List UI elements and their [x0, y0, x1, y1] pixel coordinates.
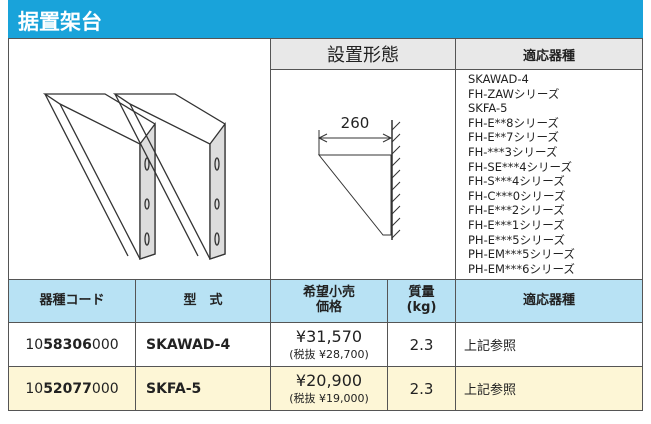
price: ¥31,570	[295, 327, 363, 346]
price-cell: ¥20,900 (税抜 ¥19,000)	[270, 366, 388, 411]
dimension-label: 260	[341, 114, 370, 132]
table-header: 希望小売 価格	[270, 279, 388, 323]
model-item: FH-SE***4シリーズ	[468, 159, 572, 174]
weight-cell: 2.3	[387, 322, 456, 367]
model-item: PH-E***5シリーズ	[468, 232, 565, 247]
price: ¥20,900	[295, 371, 363, 390]
code-main: 58306	[43, 336, 92, 353]
models-cell: SKAWAD-4 FH-ZAWシリーズ SKFA-5 FH-E**8シリーズ FH-E*…	[455, 69, 643, 280]
model-item: FH-***3シリーズ	[468, 144, 558, 159]
code-cell: 10 52077 000	[8, 366, 136, 411]
model-item: FH-C***0シリーズ	[468, 188, 566, 203]
table-header: 質量 (kg)	[387, 279, 456, 323]
models-cell: 上記参照	[455, 322, 643, 367]
model-item: PH-EM***6シリーズ	[468, 261, 575, 276]
model-item: SKFA-5	[468, 101, 508, 116]
model-item: FH-S***4シリーズ	[468, 174, 565, 189]
model-item: FH-ZAWシリーズ	[468, 86, 560, 101]
image-cell	[8, 38, 271, 280]
table-header: 適応器種	[455, 279, 643, 323]
table-header: 型 式	[135, 279, 271, 323]
price-note: (税抜 ¥28,700)	[289, 348, 369, 361]
code-prefix: 10	[25, 336, 44, 353]
model: SKAWAD-4	[146, 336, 231, 353]
model-item: PH-EM***5シリーズ	[468, 247, 575, 262]
bracket-illustration	[42, 93, 226, 260]
title-bar: 据置架台	[8, 0, 643, 38]
model-item: SKAWAD-4	[468, 72, 529, 86]
weight: 2.3	[409, 379, 434, 398]
price-cell: ¥31,570 (税抜 ¥28,700)	[270, 322, 388, 367]
model-item: FH-E**8シリーズ	[468, 115, 559, 130]
code-prefix: 10	[25, 380, 44, 397]
code-suffix: 000	[91, 336, 119, 353]
weight-cell: 2.3	[387, 366, 456, 411]
form-header: 設置形態	[270, 38, 456, 70]
model-cell: SKFA-5	[135, 366, 271, 411]
model: SKFA-5	[146, 380, 202, 397]
model-item: FH-E**7シリーズ	[468, 130, 559, 145]
models-header: 適応器種	[455, 38, 643, 70]
model-item: FH-E***1シリーズ	[468, 217, 565, 232]
code-cell: 10 58306 000	[8, 322, 136, 367]
weight: 2.3	[409, 335, 434, 354]
models-ref: 上記参照	[464, 383, 517, 398]
models-cell: 上記参照	[455, 366, 643, 411]
code-main: 52077	[43, 380, 92, 397]
model-item: FH-E***2シリーズ	[468, 203, 565, 218]
code-suffix: 000	[91, 380, 119, 397]
model-cell: SKAWAD-4	[135, 322, 271, 367]
models-ref: 上記参照	[464, 339, 517, 354]
table-header: 器種コード	[8, 279, 136, 323]
models-list: SKAWAD-4 FH-ZAWシリーズ SKFA-5 FH-E**8シリーズ FH-E*…	[468, 72, 575, 276]
price-note: (税抜 ¥19,000)	[289, 392, 369, 405]
form-diagram: 260	[317, 114, 401, 240]
title: 据置架台	[18, 10, 102, 34]
form-cell: 260	[270, 69, 456, 280]
